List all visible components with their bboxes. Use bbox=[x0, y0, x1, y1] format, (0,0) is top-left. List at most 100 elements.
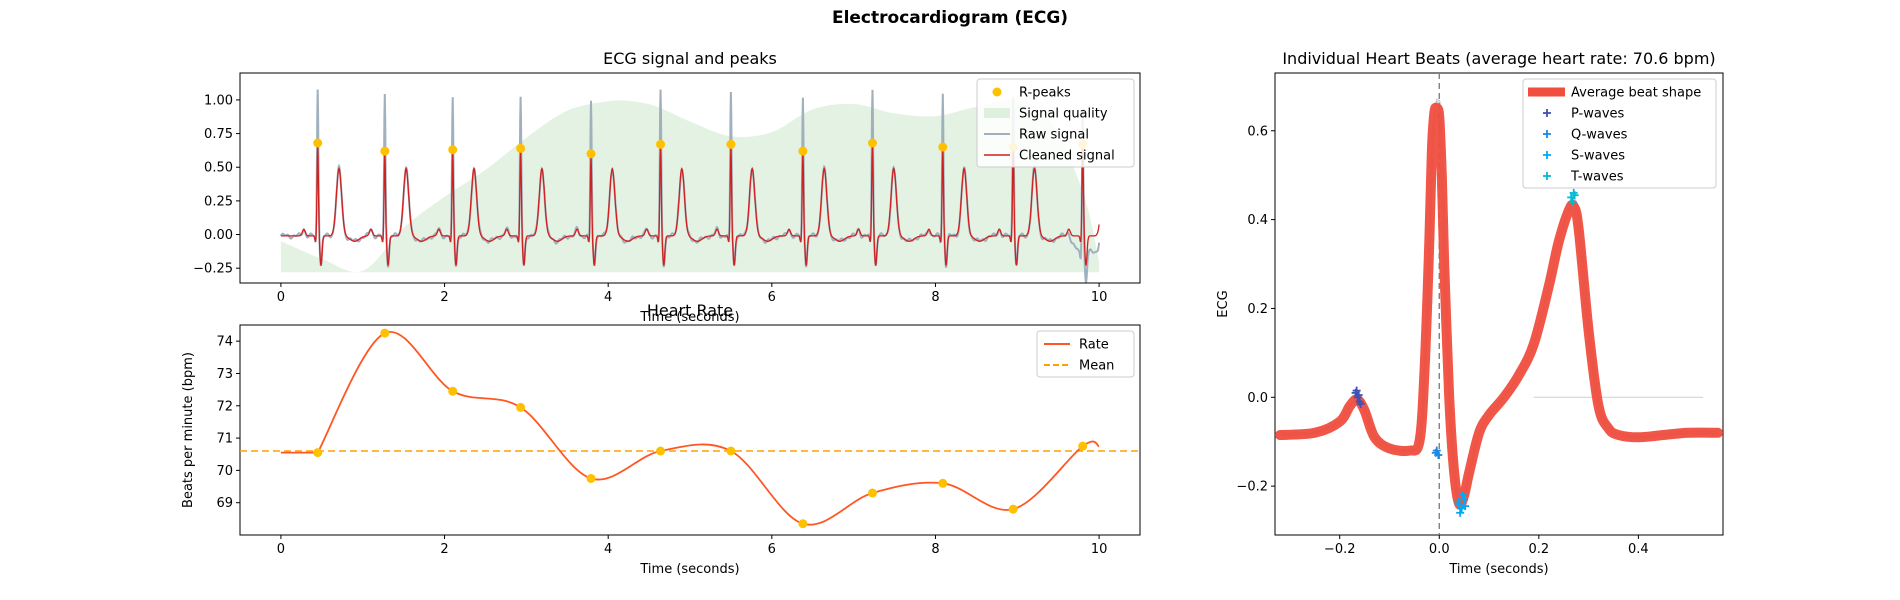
s-wave-marker bbox=[1458, 491, 1467, 500]
rate-panel-ytick-label: 69 bbox=[216, 496, 233, 511]
ecg-panel-ytick-label: 0.00 bbox=[204, 228, 233, 243]
ecg-panel-xtick-label: 4 bbox=[604, 290, 612, 305]
p-wave-marker bbox=[1356, 399, 1365, 408]
rate-point bbox=[313, 448, 323, 458]
t-wave-marker bbox=[1568, 197, 1577, 206]
beats-panel-ytick-label: 0.0 bbox=[1247, 391, 1268, 406]
r-peak-point bbox=[726, 139, 736, 149]
ecg-panel-ytick-label: 1.00 bbox=[204, 93, 233, 108]
rate-point bbox=[586, 473, 596, 483]
legend-label: T-waves bbox=[1570, 170, 1624, 185]
legend-label: P-waves bbox=[1571, 107, 1625, 122]
q-wave-marker bbox=[1431, 448, 1440, 457]
ecg-panel-xtick-label: 0 bbox=[277, 290, 285, 305]
rate-point bbox=[867, 488, 877, 498]
ecg-panel-ytick-label: 0.50 bbox=[204, 161, 233, 176]
rate-panel-frame bbox=[239, 324, 1141, 536]
beats-panel-ytick-label: 0.2 bbox=[1247, 302, 1268, 317]
ecg-panel-ytick-label: 0.25 bbox=[204, 194, 233, 209]
legend-label: R-peaks bbox=[1019, 86, 1071, 101]
beats-panel-ytick-label: 0.4 bbox=[1247, 213, 1268, 228]
legend-label: Rate bbox=[1079, 338, 1109, 353]
beats-panel-ytick-label: −0.2 bbox=[1236, 480, 1268, 495]
r-peak-point bbox=[867, 138, 877, 148]
ecg-panel-xtick-label: 2 bbox=[440, 290, 448, 305]
t-wave-marker bbox=[1570, 191, 1579, 200]
rate-legend-box bbox=[1036, 330, 1135, 378]
legend-label: S-waves bbox=[1571, 149, 1625, 164]
rate-point bbox=[448, 386, 458, 396]
ecg-plot-area bbox=[280, 89, 1101, 283]
r-peak-point bbox=[313, 138, 323, 148]
rate-panel-ytick-label: 74 bbox=[216, 335, 233, 350]
legend-label: Q-waves bbox=[1571, 128, 1628, 143]
rate-panel-ytick-label: 72 bbox=[216, 399, 233, 414]
cleaned-signal-line bbox=[280, 144, 1100, 266]
rate-panel-xtick-label: 4 bbox=[604, 542, 612, 557]
rate-legend: Rate Mean bbox=[1036, 330, 1135, 378]
rate-panel-ylabel: Beats per minute (bpm) bbox=[181, 352, 196, 508]
p-wave-marker bbox=[1352, 386, 1361, 395]
average-beat-line bbox=[1275, 102, 1723, 510]
rate-point bbox=[726, 446, 736, 456]
ecg-panel-xtick-label: 6 bbox=[768, 290, 776, 305]
rate-point bbox=[1078, 441, 1088, 451]
rate-panel-xtick-label: 2 bbox=[440, 542, 448, 557]
beats-legend: Average beat shape P-waves Q-waves S-waves T… bbox=[1522, 78, 1717, 189]
r-peak-point bbox=[380, 146, 390, 156]
rate-point bbox=[938, 478, 948, 488]
ecg-panel-ytick-label: −0.25 bbox=[193, 262, 233, 277]
rate-panel-xtick-label: 6 bbox=[768, 542, 776, 557]
s-wave-marker bbox=[1454, 497, 1463, 506]
legend-label: Signal quality bbox=[1019, 107, 1108, 122]
r-peak-point bbox=[656, 139, 666, 149]
rate-panel-title: Heart Rate bbox=[647, 301, 733, 320]
s-wave-marker bbox=[1460, 495, 1469, 504]
beats-panel-title: Individual Heart Beats (average heart ra… bbox=[1282, 49, 1715, 68]
ecg-panel-xlabel: Time (seconds) bbox=[639, 310, 739, 325]
ecg-panel-ytick-label: 0.75 bbox=[204, 127, 233, 142]
s-wave-marker bbox=[1456, 508, 1465, 517]
beats-plot-area bbox=[1275, 73, 1723, 535]
rate-plot-area bbox=[240, 328, 1140, 529]
rate-panel-xtick-label: 8 bbox=[931, 542, 939, 557]
legend-label: Cleaned signal bbox=[1019, 149, 1115, 164]
legend-wave-swatch bbox=[1543, 151, 1551, 159]
rate-point bbox=[656, 446, 666, 456]
beats-panel-xtick-label: 0.2 bbox=[1528, 542, 1549, 557]
rate-panel-xtick-label: 10 bbox=[1091, 542, 1108, 557]
beats-panel-axes: −0.2 0.0 0.2 0.4 −0.2 0.0 0.2 0.4 0.6 Individual … bbox=[1216, 49, 1724, 577]
beats-panel-ylabel: ECG bbox=[1216, 290, 1231, 317]
legend-wave-swatch bbox=[1543, 172, 1551, 180]
rate-panel-ytick-label: 71 bbox=[216, 432, 233, 447]
rate-panel-xlabel: Time (seconds) bbox=[639, 562, 739, 577]
ecg-panel-frame bbox=[239, 72, 1141, 284]
signal-quality-area bbox=[280, 99, 1100, 273]
p-wave-marker bbox=[1354, 391, 1363, 400]
legend-label: Average beat shape bbox=[1571, 86, 1701, 101]
beats-legend-box bbox=[1522, 78, 1717, 189]
ecg-panel-title: ECG signal and peaks bbox=[603, 49, 777, 68]
beats-panel-xtick-label: −0.2 bbox=[1324, 542, 1356, 557]
legend-wave-swatch bbox=[1543, 109, 1551, 117]
legend-quality-swatch bbox=[984, 108, 1010, 118]
legend-wave-swatch bbox=[1543, 130, 1551, 138]
rate-point bbox=[1008, 504, 1018, 514]
ecg-legend-box bbox=[976, 78, 1135, 168]
ecg-panel-axes: 0 2 4 6 8 10 −0.25 0.00 0.25 0.50 0.75 1.00 ECG sign… bbox=[193, 49, 1141, 325]
beats-panel-xtick-label: 0.4 bbox=[1628, 542, 1649, 557]
legend-label: Mean bbox=[1079, 359, 1114, 374]
beats-panel-ytick-label: 0.6 bbox=[1247, 124, 1268, 139]
s-wave-marker bbox=[1461, 502, 1470, 511]
r-peak-point bbox=[938, 142, 948, 152]
r-peak-point bbox=[448, 145, 458, 155]
r-peak-point bbox=[586, 149, 596, 159]
beats-panel-xlabel: Time (seconds) bbox=[1448, 562, 1548, 577]
rate-line bbox=[280, 330, 1100, 526]
figure-title: Electrocardiogram (ECG) bbox=[831, 8, 1069, 28]
legend-rpeaks-swatch bbox=[992, 87, 1002, 97]
ecg-panel-xtick-label: 10 bbox=[1091, 290, 1108, 305]
ecg-legend: R-peaks Signal quality Raw signal Cleaned s… bbox=[976, 78, 1135, 168]
